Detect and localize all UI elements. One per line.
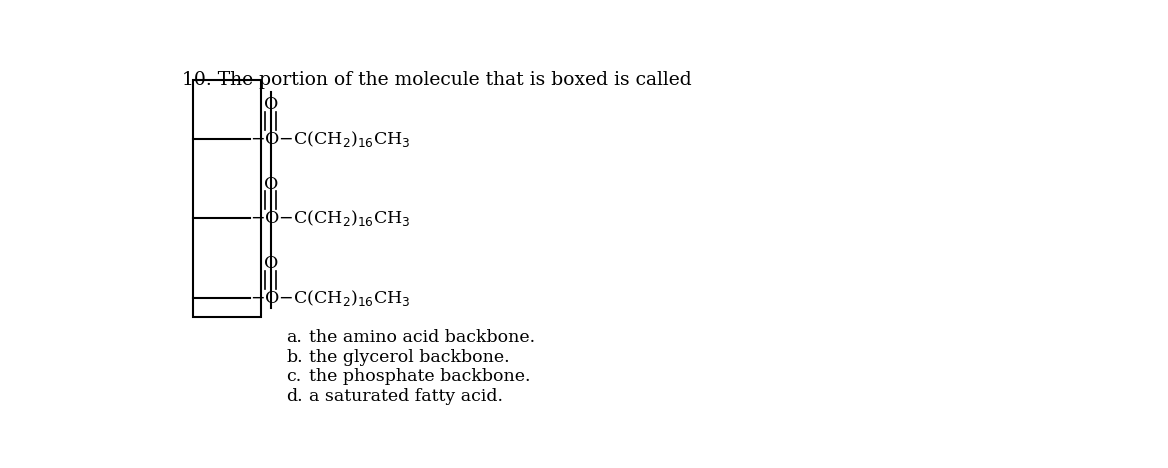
Text: O: O	[264, 96, 278, 113]
Text: 10. The portion of the molecule that is boxed is called: 10. The portion of the molecule that is …	[182, 71, 691, 88]
Text: $-$O$-$C(CH$_2$)$_{16}$CH$_3$: $-$O$-$C(CH$_2$)$_{16}$CH$_3$	[250, 129, 411, 149]
Text: the amino acid backbone.: the amino acid backbone.	[308, 329, 535, 346]
Text: O: O	[264, 255, 278, 272]
Text: $-$O$-$C(CH$_2$)$_{16}$CH$_3$: $-$O$-$C(CH$_2$)$_{16}$CH$_3$	[250, 288, 411, 307]
Text: c.: c.	[286, 368, 301, 385]
Text: d.: d.	[286, 388, 303, 405]
Text: a saturated fatty acid.: a saturated fatty acid.	[308, 388, 503, 405]
Text: the phosphate backbone.: the phosphate backbone.	[308, 368, 530, 385]
Text: b.: b.	[286, 349, 303, 366]
Bar	[193, 80, 260, 317]
Text: $-$O$-$C(CH$_2$)$_{16}$CH$_3$: $-$O$-$C(CH$_2$)$_{16}$CH$_3$	[250, 208, 411, 228]
Text: a.: a.	[286, 329, 303, 346]
Text: the glycerol backbone.: the glycerol backbone.	[308, 349, 509, 366]
Text: O: O	[264, 176, 278, 193]
